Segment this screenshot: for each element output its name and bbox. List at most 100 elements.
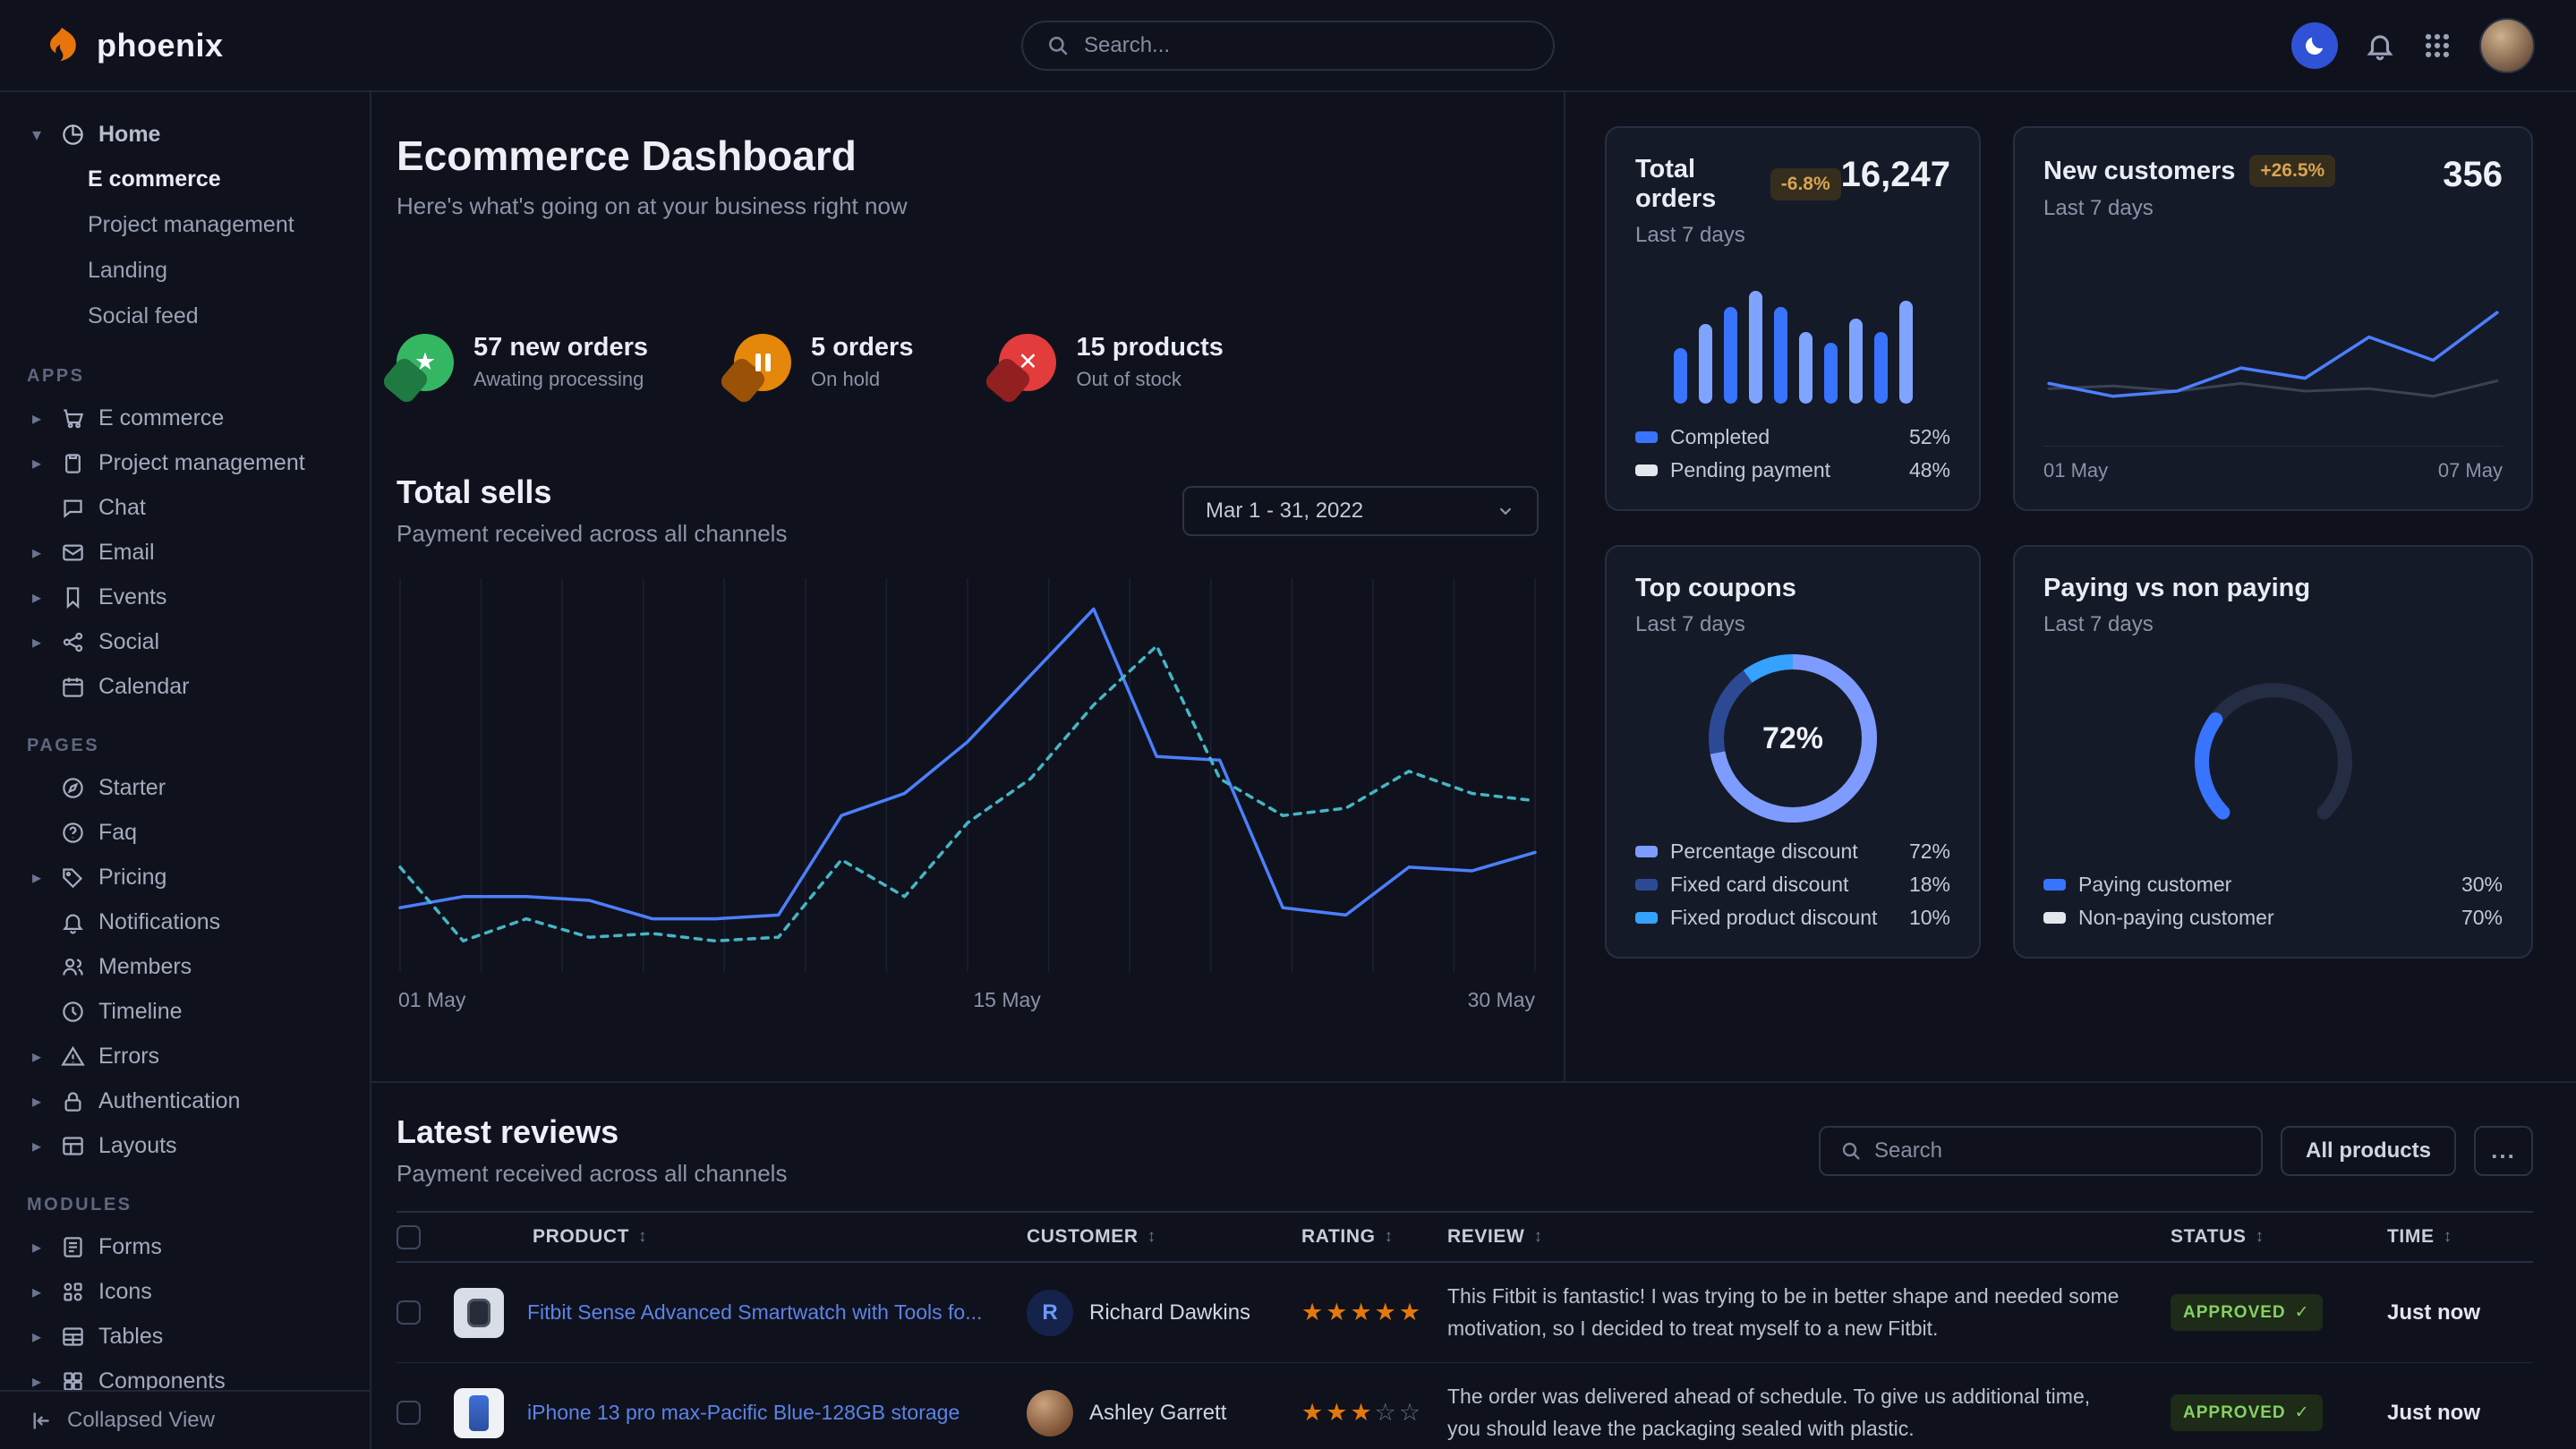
top-coupons-chart: 72%: [1635, 637, 1950, 840]
top-coupons-card: Top coupons Last 7 days 72%: [1605, 545, 1981, 959]
pause-icon: [734, 334, 791, 391]
sidebar-item-home[interactable]: ▾ Home: [18, 112, 354, 157]
total-sells-title: Total sells: [397, 473, 787, 511]
apps-grid-button[interactable]: [2422, 30, 2452, 61]
sidebar-subitem-landing[interactable]: Landing: [18, 248, 354, 294]
more-actions-button[interactable]: ...: [2474, 1126, 2533, 1176]
sidebar-item-label: Notifications: [98, 909, 220, 935]
row-checkbox[interactable]: [397, 1300, 421, 1325]
row-checkbox[interactable]: [397, 1401, 421, 1425]
sidebar-item-project-management-app[interactable]: ▸ Project management: [18, 440, 354, 485]
sidebar-item-timeline[interactable]: Timeline: [18, 989, 354, 1034]
select-all-checkbox[interactable]: [397, 1225, 421, 1249]
legend-row: Non-paying customer 70%: [2043, 906, 2503, 930]
sidebar-item-pricing[interactable]: ▸ Pricing: [18, 855, 354, 899]
collapse-icon: [29, 1409, 53, 1433]
sidebar-item-authentication[interactable]: ▸ Authentication: [18, 1078, 354, 1123]
check-icon: ✓: [2295, 1302, 2310, 1323]
sidebar-item-icons[interactable]: ▸ Icons: [18, 1269, 354, 1314]
table-row[interactable]: iPhone 13 pro max-Pacific Blue-128GB sto…: [397, 1363, 2533, 1449]
sidebar-subitem-social-feed[interactable]: Social feed: [18, 294, 354, 339]
bar: [1699, 324, 1712, 404]
sidebar-item-label: Chat: [98, 495, 146, 521]
sidebar-item-faq[interactable]: Faq: [18, 810, 354, 855]
notifications-button[interactable]: [2365, 30, 2395, 61]
new-customers-value: 356: [2443, 155, 2503, 195]
theme-toggle-button[interactable]: [2291, 22, 2338, 69]
sidebar-item-label: Project management: [98, 450, 305, 476]
sidebar-item-starter[interactable]: Starter: [18, 765, 354, 810]
bar: [1724, 307, 1737, 404]
x-tick-label: 01 May: [398, 988, 465, 1012]
sidebar-item-label: Timeline: [98, 999, 183, 1025]
column-header-rating[interactable]: RATING↕: [1301, 1226, 1447, 1248]
sidebar-item-events[interactable]: ▸ Events: [18, 575, 354, 619]
brand-logo[interactable]: phoenix: [41, 25, 224, 66]
customer-name: Richard Dawkins: [1089, 1300, 1250, 1325]
legend-value: 72%: [1909, 840, 1950, 864]
legend-label: Fixed product discount: [1670, 906, 1877, 930]
sidebar-item-chat[interactable]: Chat: [18, 485, 354, 530]
shapes-icon: [59, 1280, 86, 1304]
review-time: Just now: [2387, 1401, 2533, 1426]
column-header-status[interactable]: STATUS↕: [2171, 1226, 2387, 1248]
sidebar-item-forms[interactable]: ▸ Forms: [18, 1224, 354, 1269]
sidebar-item-notifications[interactable]: Notifications: [18, 899, 354, 944]
table-icon: [59, 1325, 86, 1349]
stats-row: ★ 57 new orders Awating processing: [397, 333, 1539, 391]
legend-row: Fixed card discount 18%: [1635, 873, 1950, 897]
sidebar-item-calendar[interactable]: Calendar: [18, 664, 354, 709]
sidebar-item-members[interactable]: Members: [18, 944, 354, 989]
card-title: Total orders: [1635, 155, 1756, 214]
user-avatar[interactable]: [2479, 18, 2535, 73]
collapse-view-toggle[interactable]: Collapsed View: [0, 1390, 370, 1449]
layout-icon: [59, 1134, 86, 1158]
legend-value: 10%: [1909, 906, 1950, 930]
date-range-select[interactable]: Mar 1 - 31, 2022: [1182, 486, 1539, 536]
sort-icon: ↕: [1533, 1227, 1542, 1247]
sidebar-item-email[interactable]: ▸ Email: [18, 530, 354, 575]
chevron-right-icon: ▸: [27, 1325, 47, 1348]
sidebar-item-social[interactable]: ▸ Social: [18, 619, 354, 664]
sort-icon: ↕: [638, 1227, 647, 1247]
sidebar-item-errors[interactable]: ▸ Errors: [18, 1034, 354, 1078]
sidebar-item-layouts[interactable]: ▸ Layouts: [18, 1123, 354, 1168]
message-icon: [59, 496, 86, 520]
product-link[interactable]: Fitbit Sense Advanced Smartwatch with To…: [527, 1300, 982, 1325]
sidebar-item-ecommerce-app[interactable]: ▸ E commerce: [18, 396, 354, 440]
reviews-search-input[interactable]: [1874, 1138, 2241, 1163]
product-thumbnail: [454, 1288, 504, 1338]
sidebar-item-label: Tables: [98, 1324, 163, 1350]
sidebar-item-tables[interactable]: ▸ Tables: [18, 1314, 354, 1359]
total-sells-chart-svg: [397, 578, 1539, 972]
paying-vs-nonpaying-card: Paying vs non paying Last 7 days Paying …: [2013, 545, 2533, 959]
legend-swatch: [1635, 431, 1658, 443]
star-filled-icon: ★: [1375, 1299, 1399, 1325]
navbar-search-input[interactable]: [1084, 33, 1530, 58]
column-header-time[interactable]: TIME↕: [2387, 1226, 2533, 1248]
column-header-customer[interactable]: CUSTOMER↕: [1027, 1226, 1301, 1248]
main-content: Ecommerce Dashboard Here's what's going …: [371, 92, 2576, 1449]
x-tick-label: 30 May: [1468, 988, 1535, 1012]
sidebar-item-label: Calendar: [98, 674, 189, 700]
stat-out-of-stock: ✕ 15 products Out of stock: [999, 333, 1223, 391]
table-row[interactable]: Fitbit Sense Advanced Smartwatch with To…: [397, 1263, 2533, 1363]
total-orders-bar-chart: [1635, 248, 1950, 425]
customer-avatar: R: [1027, 1290, 1073, 1336]
stat-value: 5 orders: [811, 333, 913, 362]
new-customers-chart: [2043, 221, 2503, 446]
page-title: Ecommerce Dashboard: [397, 132, 1539, 180]
column-header-review[interactable]: REVIEW↕: [1447, 1226, 2171, 1248]
column-header-product[interactable]: PRODUCT↕: [454, 1226, 1027, 1248]
sidebar-item-components[interactable]: ▸ Components: [18, 1359, 354, 1390]
bar: [1824, 343, 1838, 404]
sidebar-subitem-ecommerce[interactable]: E commerce: [18, 157, 354, 202]
sidebar-subitem-project-management[interactable]: Project management: [18, 202, 354, 248]
sort-icon: ↕: [1147, 1227, 1156, 1247]
product-link[interactable]: iPhone 13 pro max-Pacific Blue-128GB sto…: [527, 1401, 960, 1425]
chevron-right-icon: ▸: [27, 452, 47, 474]
legend-swatch: [1635, 912, 1658, 924]
legend-row: Paying customer 30%: [2043, 873, 2503, 897]
all-products-filter-button[interactable]: All products: [2281, 1126, 2456, 1176]
top-coupons-donut: 72%: [1709, 654, 1877, 823]
